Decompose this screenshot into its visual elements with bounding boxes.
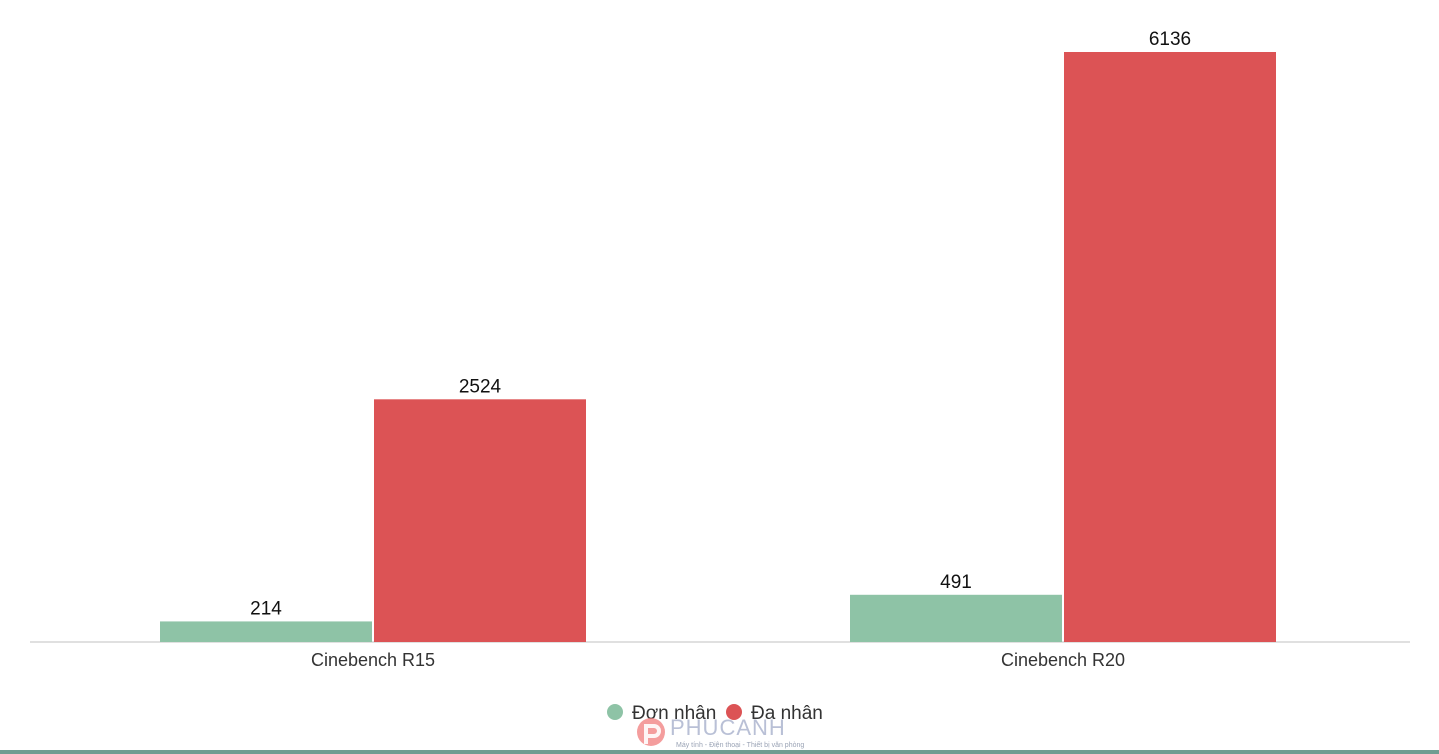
value-label: 2524 [459,376,502,397]
bottom-rule [0,750,1439,754]
value-label: 214 [250,598,282,619]
category-labels-layer: Cinebench R15 Cinebench R20 [311,650,1125,670]
bar-da-nhan-2 [1064,52,1276,642]
bar-don-nhan-2 [850,594,1062,642]
bar-don-nhan-1 [160,621,372,642]
legend-marker-don-nhan[interactable] [607,704,623,720]
category-label: Cinebench R20 [1001,650,1125,670]
legend-marker-da-nhan[interactable] [726,704,742,720]
value-labels-layer: 214 2524 491 6136 [250,29,1191,619]
bars-layer [160,52,1276,642]
category-label: Cinebench R15 [311,650,435,670]
value-label: 6136 [1149,29,1191,50]
value-label: 491 [940,572,972,593]
logo-tagline-text: Máy tính - Điện thoại - Thiết bị văn phò… [676,740,804,749]
phucanh-logo-icon: PHUCANH Máy tính - Điện thoại - Thiết bị… [637,715,804,749]
legend: Đơn nhân Đa nhân [607,703,823,724]
bar-da-nhan-1 [374,399,586,642]
logo-brand-text: PHUCANH [670,715,786,740]
legend-label-da-nhan[interactable]: Đa nhân [751,703,823,724]
phucanh-logo: PHUCANH Máy tính - Điện thoại - Thiết bị… [634,714,804,750]
